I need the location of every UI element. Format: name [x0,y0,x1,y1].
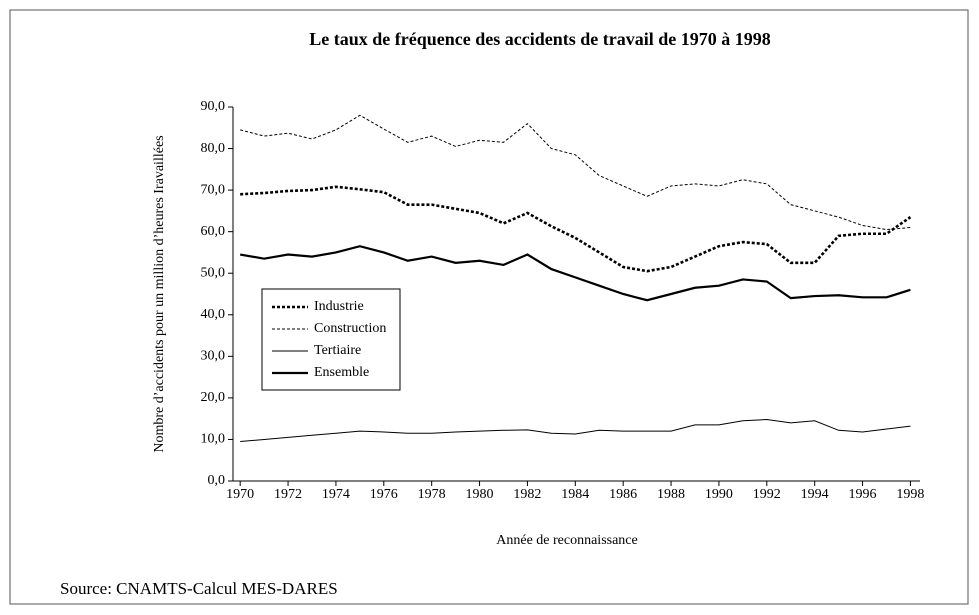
x-tick-label: 1996 [849,487,877,502]
x-tick-label: 1984 [561,487,589,502]
x-tick-label: 1998 [896,487,924,502]
y-tick-label: 60,0 [201,224,226,239]
series-line [239,245,911,302]
y-tick-label: 80,0 [201,141,226,156]
x-tick-label: 1982 [513,487,541,502]
y-tick-label: 30,0 [201,349,226,364]
y-tick-label: 70,0 [201,182,226,197]
x-tick-label: 1990 [705,487,733,502]
source: Source: CNAMTS-Calcul MES-DARES [60,579,338,598]
legend-label: Tertiaire [314,343,361,358]
legend-label: Ensemble [314,365,369,380]
series-line [240,418,911,443]
chart-title: Le taux de fréquence des accidents de tr… [309,29,770,49]
x-tick-label: 1994 [801,487,829,502]
frame [9,9,969,605]
legend-label: Construction [314,321,386,336]
y-tick-label: 0,0 [208,473,226,488]
y-tick-label: 50,0 [201,265,226,280]
x-tick-label: 1970 [226,487,254,502]
x-tick-label: 1986 [609,487,637,502]
x-tick-label: 1992 [753,487,781,502]
series-line [240,185,912,273]
x-axis-label: Année de reconnaissance [496,533,637,548]
x-tick-label: 1988 [657,487,685,502]
y-tick-label: 20,0 [201,390,226,405]
x-tick-label: 1978 [418,487,446,502]
x-tick-label: 1972 [274,487,302,502]
y-tick-label: 40,0 [201,307,226,322]
y-tick-label: 90,0 [201,99,226,114]
x-tick-label: 1976 [370,487,398,502]
x-tick-label: 1980 [466,487,494,502]
y-axis-label: Nombre d’accidents pour un million d’heu… [152,135,167,452]
series-line [240,114,911,231]
y-tick-label: 10,0 [201,432,226,447]
legend-label: Industrie [314,299,364,314]
x-tick-label: 1974 [322,487,350,502]
